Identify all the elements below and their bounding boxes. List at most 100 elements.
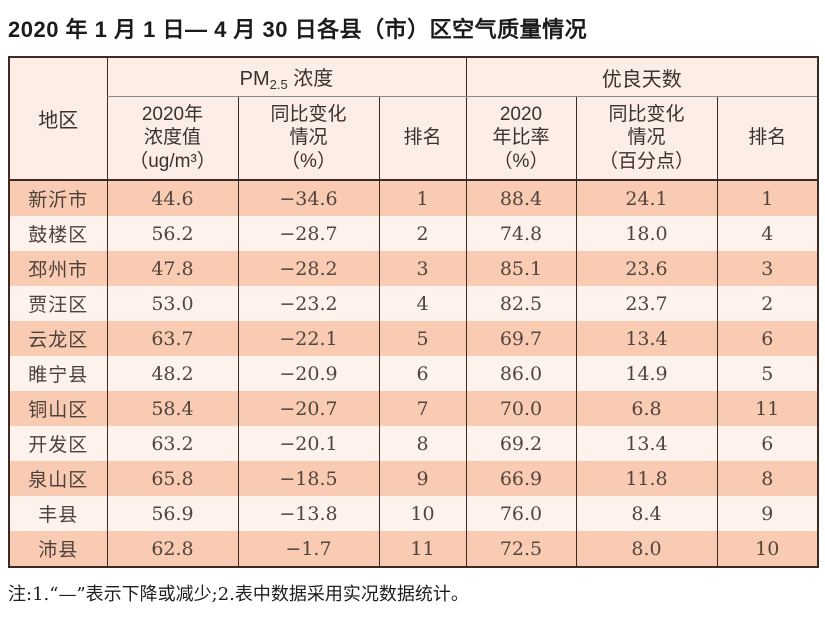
days-change-cell: 13.4 (575, 426, 717, 461)
pm25-rank-cell: 1 (378, 180, 466, 216)
pm25-rank-cell: 5 (378, 321, 466, 356)
air-quality-table: 地区 PM2.5 浓度 优良天数 2020年 浓度值 （ug/m³） 同比变化 … (8, 56, 820, 568)
pm25-value-cell: 48.2 (106, 356, 238, 391)
header-pm25-change: 同比变化 情况 （%） (237, 96, 379, 181)
table-row: 新沂市 44.6 −34.6 1 88.4 24.1 1 (9, 180, 819, 216)
header-days-rank: 排名 (716, 96, 819, 181)
days-rate-cell: 82.5 (465, 286, 576, 321)
pm25-rank-cell: 4 (378, 286, 466, 321)
pm25-rank-cell: 8 (378, 426, 466, 461)
pm25-change-cell: −28.2 (237, 251, 379, 286)
pm25-rank-cell: 10 (378, 496, 466, 531)
days-change-cell: 8.0 (575, 531, 717, 567)
table-header: 地区 PM2.5 浓度 优良天数 2020年 浓度值 （ug/m³） 同比变化 … (9, 57, 819, 181)
pm25-rank-cell: 3 (378, 251, 466, 286)
table-body: 新沂市 44.6 −34.6 1 88.4 24.1 1 鼓楼区 56.2 −2… (9, 180, 819, 567)
pm25-value-cell: 53.0 (106, 286, 238, 321)
days-rate-cell: 70.0 (465, 391, 576, 426)
header-days-rate: 2020 年比率 （%） (465, 96, 576, 181)
pm25-change-cell: −1.7 (237, 531, 379, 567)
pm25-rank-cell: 6 (378, 356, 466, 391)
days-rank-cell: 1 (716, 180, 819, 216)
table-row: 贾汪区 53.0 −23.2 4 82.5 23.7 2 (9, 286, 819, 321)
region-cell: 鼓楼区 (28, 225, 89, 246)
header-group-good-days: 优良天数 (465, 57, 819, 97)
pm25-value-cell: 58.4 (106, 391, 238, 426)
pm25-value-cell: 63.7 (106, 321, 238, 356)
pm25-change-cell: −18.5 (237, 461, 379, 496)
pm25-change-cell: −34.6 (237, 180, 379, 216)
days-rate-cell: 74.8 (465, 216, 576, 251)
pm25-value-cell: 65.8 (106, 461, 238, 496)
days-rank-cell: 3 (716, 251, 819, 286)
pm25-value-cell: 56.9 (106, 496, 238, 531)
pm25-label-subscript: 2.5 (269, 77, 288, 92)
pm25-rank-cell: 9 (378, 461, 466, 496)
pm25-change-cell: −20.1 (237, 426, 379, 461)
days-rank-cell: 4 (716, 216, 819, 251)
pm25-change-cell: −22.1 (237, 321, 379, 356)
days-change-cell: 24.1 (575, 180, 717, 216)
region-cell: 丰县 (38, 505, 79, 526)
region-cell: 沛县 (38, 540, 79, 561)
days-rank-cell: 8 (716, 461, 819, 496)
pm25-value-cell: 62.8 (106, 531, 238, 567)
pm25-change-cell: −20.9 (237, 356, 379, 391)
days-change-cell: 23.7 (575, 286, 717, 321)
region-cell: 开发区 (28, 435, 89, 456)
days-change-cell: 14.9 (575, 356, 717, 391)
days-change-cell: 13.4 (575, 321, 717, 356)
pm25-value-cell: 56.2 (106, 216, 238, 251)
days-rate-cell: 88.4 (465, 180, 576, 216)
group-header-row: 地区 PM2.5 浓度 优良天数 (9, 57, 819, 181)
pm25-change-cell: −13.8 (237, 496, 379, 531)
days-change-cell: 6.8 (575, 391, 717, 426)
days-rate-cell: 69.7 (465, 321, 576, 356)
pm25-value-cell: 47.8 (106, 251, 238, 286)
region-cell: 泉山区 (28, 470, 89, 491)
page-title: 2020 年 1 月 1 日— 4 月 30 日各县（市）区空气质量情况 (8, 17, 588, 42)
region-cell: 贾汪区 (28, 295, 89, 316)
table-row: 丰县 56.9 −13.8 10 76.0 8.4 9 (9, 496, 819, 531)
pm25-label-prefix: PM (239, 68, 270, 90)
pm25-value-cell: 44.6 (106, 180, 238, 216)
footnote: 注:1.“—”表示下降或减少;2.表中数据采用实况数据统计。 (8, 584, 469, 605)
pm25-change-cell: −28.7 (237, 216, 379, 251)
region-cell: 邳州市 (28, 260, 89, 281)
region-cell: 新沂市 (28, 190, 89, 211)
days-rate-cell: 86.0 (465, 356, 576, 391)
header-region: 地区 (9, 57, 107, 181)
days-change-cell: 11.8 (575, 461, 717, 496)
days-rate-cell: 72.5 (465, 531, 576, 567)
pm25-change-cell: −23.2 (237, 286, 379, 321)
days-change-cell: 8.4 (575, 496, 717, 531)
region-cell: 云龙区 (28, 330, 89, 351)
pm25-change-cell: −20.7 (237, 391, 379, 426)
region-cell: 睢宁县 (28, 365, 89, 386)
pm25-value-cell: 63.2 (106, 426, 238, 461)
header-pm25-value: 2020年 浓度值 （ug/m³） (106, 96, 238, 181)
header-group-pm25: PM2.5 浓度 (106, 57, 466, 97)
pm25-rank-cell: 11 (378, 531, 466, 567)
days-rate-cell: 76.0 (465, 496, 576, 531)
header-days-change: 同比变化 情况 （百分点） (575, 96, 717, 181)
days-rate-cell: 69.2 (465, 426, 576, 461)
table-row: 泉山区 65.8 −18.5 9 66.9 11.8 8 (9, 461, 819, 496)
days-rank-cell: 5 (716, 356, 819, 391)
table-row: 鼓楼区 56.2 −28.7 2 74.8 18.0 4 (9, 216, 819, 251)
days-rate-cell: 85.1 (465, 251, 576, 286)
table-row: 开发区 63.2 −20.1 8 69.2 13.4 6 (9, 426, 819, 461)
region-cell: 铜山区 (28, 400, 89, 421)
days-rate-cell: 66.9 (465, 461, 576, 496)
pm25-label-suffix: 浓度 (287, 68, 334, 90)
days-rank-cell: 6 (716, 321, 819, 356)
table-row: 沛县 62.8 −1.7 11 72.5 8.0 10 (9, 531, 819, 567)
table-row: 邳州市 47.8 −28.2 3 85.1 23.6 3 (9, 251, 819, 286)
pm25-rank-cell: 2 (378, 216, 466, 251)
days-rank-cell: 10 (716, 531, 819, 567)
sub-header-row: 2020年 浓度值 （ug/m³） 同比变化 情况 （%） 排名 2020 年比… (9, 96, 819, 181)
header-pm25-rank: 排名 (378, 96, 466, 181)
table-row: 云龙区 63.7 −22.1 5 69.7 13.4 6 (9, 321, 819, 356)
days-change-cell: 18.0 (575, 216, 717, 251)
